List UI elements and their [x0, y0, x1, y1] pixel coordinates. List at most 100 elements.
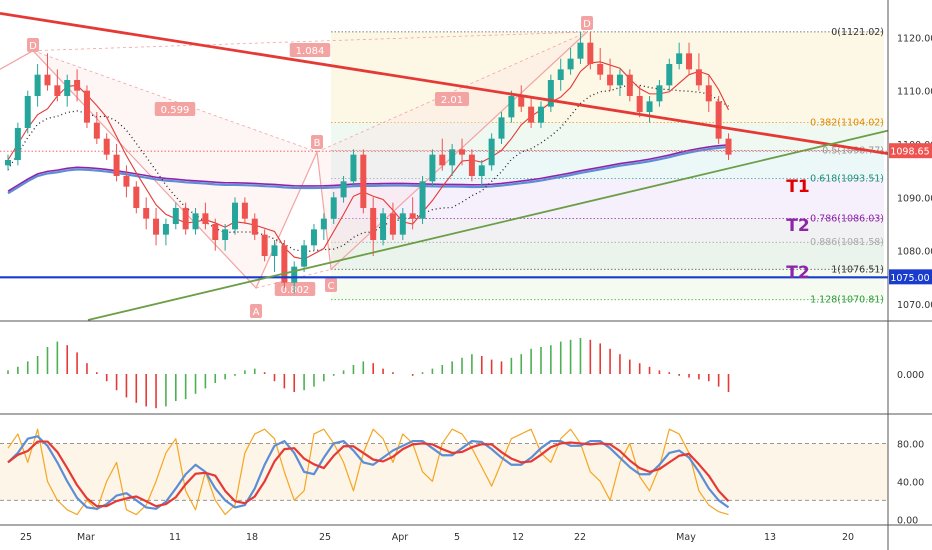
pattern-ratio-label: 0.599	[161, 105, 190, 116]
candle-body	[54, 85, 61, 96]
candle-body	[44, 74, 51, 86]
ma-long-purple-line	[7, 144, 729, 192]
fibonacci-labels: 0(1121.02) 0.382(1104.02) 0.5(1098.77) 0.61…	[810, 27, 884, 306]
candle-body	[241, 202, 248, 219]
stoch-tick-label: 40.00	[897, 477, 924, 488]
stoch-k-line	[7, 435, 730, 510]
candle-body	[74, 80, 81, 91]
candle-body	[330, 197, 337, 219]
support-price-badge	[889, 269, 932, 285]
target-labels: T1 T2 T2	[786, 177, 809, 283]
ascending-trendline	[87, 129, 889, 321]
candle-body	[320, 218, 327, 230]
stochastic-axis: 0.00 40.00 80.00	[897, 439, 924, 526]
pattern-point-badge	[27, 38, 39, 52]
pattern-ratio-label: 0.802	[281, 285, 310, 296]
time-tick-label: 25	[20, 532, 32, 543]
time-tick-label: 25	[319, 532, 331, 543]
pattern-ratio-line	[316, 31, 588, 153]
candle-body	[389, 213, 396, 235]
macd-pane[interactable]	[7, 338, 730, 409]
macd-tick-label: 0.000	[897, 370, 924, 381]
candle-body	[64, 80, 71, 96]
pattern-ratio-badge	[274, 282, 316, 296]
candle-body	[607, 74, 614, 86]
candle-body	[498, 117, 505, 139]
candle-body	[616, 74, 623, 86]
candle-body	[626, 74, 633, 96]
pattern-ratio-line	[32, 50, 318, 153]
candle-body	[488, 138, 495, 166]
candle-body	[468, 154, 475, 176]
candle-body	[478, 165, 485, 176]
target-label: T2	[786, 216, 809, 236]
price-pane[interactable]: 0(1121.02) 0.382(1104.02) 0.5(1098.77) 0.61…	[0, 11, 889, 321]
candle-body	[380, 213, 387, 240]
candle-body	[34, 74, 41, 96]
candle-body	[232, 202, 239, 230]
candle-body	[459, 149, 466, 155]
candle-body	[182, 208, 189, 230]
candle-body	[537, 106, 544, 123]
candle-body	[202, 213, 209, 224]
time-tick-label: 22	[574, 532, 586, 543]
candle-body	[261, 234, 268, 256]
candle-body	[646, 101, 653, 112]
pattern-ratio-badge	[289, 43, 331, 57]
macd-axis: 0.000	[897, 370, 924, 381]
candle-body	[192, 213, 199, 230]
candle-body	[340, 181, 347, 198]
fib-level-label: 0.786(1086.03)	[810, 214, 884, 225]
candle-body	[251, 218, 258, 235]
candle-body	[419, 181, 426, 219]
time-tick-label: 5	[454, 532, 460, 543]
candle-body	[370, 208, 377, 240]
price-tick-label: 1090.00	[897, 193, 932, 204]
candle-body	[113, 154, 120, 176]
stoch-tick-label: 80.00	[897, 439, 924, 450]
candle-body	[281, 245, 288, 283]
candle-body	[291, 266, 298, 283]
candle-body	[666, 64, 673, 86]
price-tick-label: 1080.00	[897, 247, 932, 258]
candle-body	[301, 245, 308, 267]
target-label: T1	[786, 177, 809, 197]
candle-body	[449, 149, 456, 166]
candle-body	[310, 229, 317, 246]
pattern-ratio-badge	[435, 92, 469, 106]
candle-body	[636, 96, 643, 112]
candle-body	[14, 128, 21, 160]
fib-level-label: 0.5(1098.77)	[822, 146, 884, 157]
fib-band	[331, 218, 884, 243]
candle-body	[725, 138, 732, 155]
candle-body	[676, 53, 683, 64]
candle-body	[212, 224, 219, 240]
fib-band	[331, 269, 884, 300]
time-tick-label: 12	[512, 532, 524, 543]
time-tick-label: May	[676, 532, 696, 543]
fib-level-label: 0(1121.02)	[831, 27, 884, 38]
candle-body	[271, 245, 278, 256]
candle-body	[508, 96, 515, 118]
candle-body	[518, 96, 525, 107]
candle-body	[695, 69, 702, 86]
candle-body	[705, 85, 712, 102]
fib-band	[331, 150, 884, 179]
candle-body	[5, 160, 11, 166]
pattern-point-label: B	[314, 138, 321, 149]
candle-body	[83, 90, 90, 123]
fib-level-label: 0.618(1093.51)	[810, 174, 884, 185]
pattern-ratio-badge	[154, 102, 196, 116]
pattern-point-label: D	[583, 19, 591, 30]
candle-body	[153, 218, 160, 235]
candle-body	[222, 229, 229, 240]
pattern-point-label: D	[29, 41, 37, 52]
current-price-label: 1098.65	[890, 147, 929, 158]
price-tick-label: 1110.00	[897, 87, 932, 98]
pattern-ratio-label: 2.01	[441, 95, 463, 106]
ma-long-blue-line	[7, 145, 729, 195]
candle-body	[567, 58, 574, 70]
stochastic-pane[interactable]	[0, 428, 888, 516]
descending-trendline	[0, 11, 889, 155]
